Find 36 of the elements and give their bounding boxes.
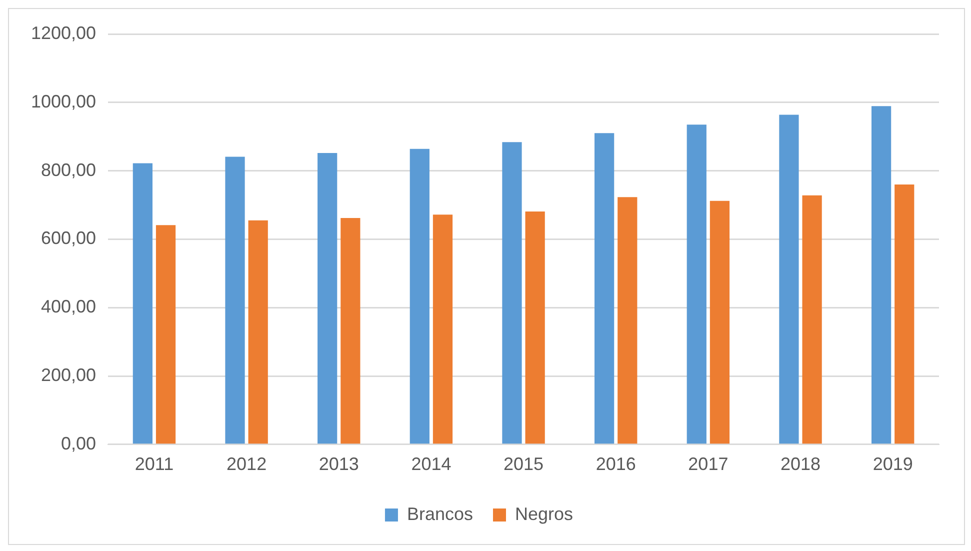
bar [132, 163, 152, 444]
bar [686, 124, 706, 444]
legend-label: Brancos [406, 504, 474, 524]
y-tick-label: 0,00 [61, 433, 96, 454]
bar [432, 214, 453, 444]
bar [410, 148, 430, 444]
bar [340, 218, 360, 444]
bar [710, 200, 730, 444]
x-tick-label: 2019 [872, 454, 913, 474]
bar [248, 220, 268, 444]
x-tick-label: 2014 [411, 454, 452, 474]
y-tick-label: 1000,00 [30, 91, 96, 112]
bar [225, 156, 245, 444]
y-tick-label: 400,00 [41, 296, 96, 317]
x-tick-label: 2015 [504, 454, 544, 474]
bar [156, 225, 176, 444]
x-tick-label: 2017 [688, 454, 728, 474]
bar [618, 197, 638, 444]
bar [525, 212, 545, 444]
y-tick-label: 200,00 [41, 364, 96, 385]
x-tick-label: 2016 [596, 454, 636, 474]
y-tick-label: 600,00 [41, 228, 96, 248]
x-tick-label: 2011 [134, 454, 174, 474]
bar [502, 142, 522, 444]
bar [779, 114, 799, 444]
y-tick-label: 1200,00 [30, 22, 96, 43]
bar [894, 184, 914, 444]
bar [802, 195, 822, 444]
bar [871, 106, 892, 444]
bar [318, 153, 338, 444]
bar [594, 133, 614, 444]
x-tick-label: 2018 [780, 454, 821, 474]
y-tick-label: 800,00 [41, 160, 96, 180]
legend-label: Negros [515, 504, 574, 524]
x-tick-label: 2012 [226, 454, 267, 474]
x-tick-label: 2013 [318, 454, 359, 474]
